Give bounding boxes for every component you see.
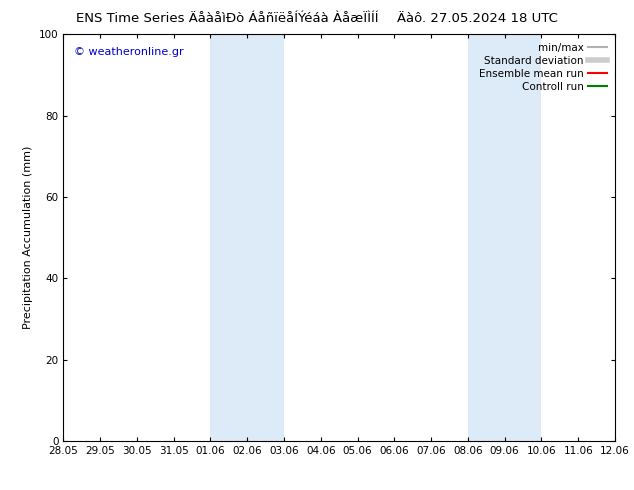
Bar: [468, 34, 541, 441]
Text: © weatheronline.gr: © weatheronline.gr: [74, 47, 184, 56]
Bar: [210, 34, 284, 441]
Legend: min/max, Standard deviation, Ensemble mean run, Controll run: min/max, Standard deviation, Ensemble me…: [476, 40, 610, 95]
Text: Äàô. 27.05.2024 18 UTC: Äàô. 27.05.2024 18 UTC: [397, 12, 558, 25]
Text: ENS Time Series ÄåàåìÐò ÁåñïëåÍÝéáà ÀåæÏÌÍÍ: ENS Time Series ÄåàåìÐò ÁåñïëåÍÝéáà ÀåæÏ…: [76, 12, 378, 25]
Y-axis label: Precipitation Accumulation (mm): Precipitation Accumulation (mm): [23, 146, 34, 329]
